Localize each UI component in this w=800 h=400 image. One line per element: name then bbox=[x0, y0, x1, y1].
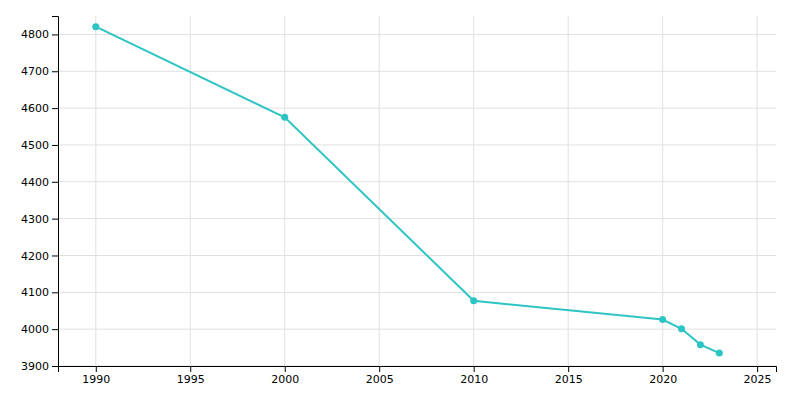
x-tick: 2010 bbox=[460, 366, 488, 386]
x-tick-label: 2000 bbox=[271, 373, 299, 386]
x-tick-label: 2010 bbox=[460, 373, 488, 386]
y-tick-mark bbox=[52, 108, 58, 109]
x-tick-label: 1990 bbox=[82, 373, 110, 386]
y-tick: 4600 bbox=[21, 102, 58, 115]
y-tick-label: 4800 bbox=[21, 28, 49, 41]
y-tick-label: 4200 bbox=[21, 249, 49, 262]
grid-line-x bbox=[284, 16, 285, 366]
grid-line-y bbox=[58, 144, 776, 145]
y-tick-mark bbox=[52, 71, 58, 72]
y-tick: 4700 bbox=[21, 65, 58, 78]
y-axis: 3900 4000 4100 4200 4300 4400 4500 4600 4700 4800 bbox=[21, 17, 59, 374]
y-axis-line bbox=[52, 17, 59, 367]
point bbox=[716, 350, 723, 357]
y-tick-label: 4400 bbox=[21, 176, 49, 189]
x-tick: 2005 bbox=[366, 366, 394, 386]
point bbox=[470, 297, 477, 304]
chart-svg: 1990 1995 2000 2005 2010 2015 2020 2025 3900 4000… bbox=[0, 0, 800, 400]
y-tick-mark bbox=[52, 366, 58, 367]
y-tick: 3900 bbox=[21, 360, 58, 373]
y-tick-mark bbox=[52, 329, 58, 330]
grid-line-y bbox=[58, 108, 776, 109]
x-axis: 1990 1995 2000 2005 2010 2015 2020 2025 bbox=[59, 366, 777, 386]
y-tick: 4300 bbox=[21, 213, 58, 226]
grid-line-x bbox=[757, 16, 758, 366]
grid-line-x bbox=[568, 16, 569, 366]
grid-line-y bbox=[58, 71, 776, 72]
grid-line-x bbox=[473, 16, 474, 366]
y-tick-label: 4000 bbox=[21, 323, 49, 336]
x-tick: 2020 bbox=[649, 366, 677, 386]
x-tick: 2015 bbox=[555, 366, 583, 386]
x-tick-mark bbox=[663, 366, 664, 372]
y-tick-mark bbox=[52, 219, 58, 220]
grid-line-x bbox=[190, 16, 191, 366]
x-tick-mark bbox=[474, 366, 475, 372]
grid bbox=[58, 16, 776, 366]
x-axis-line bbox=[59, 367, 777, 373]
grid-line-x bbox=[95, 16, 96, 366]
grid-line-x bbox=[662, 16, 663, 366]
line bbox=[96, 27, 720, 353]
x-tick: 2000 bbox=[271, 366, 299, 386]
y-tick-label: 4500 bbox=[21, 139, 49, 152]
y-tick-label: 3900 bbox=[21, 360, 49, 373]
x-tick-label: 1995 bbox=[177, 373, 205, 386]
x-tick-label: 2015 bbox=[555, 373, 583, 386]
point bbox=[281, 114, 288, 121]
grid-line-y bbox=[58, 34, 776, 35]
x-tick-mark bbox=[379, 366, 380, 372]
x-tick-mark bbox=[96, 366, 97, 372]
grid-line-y bbox=[58, 329, 776, 330]
y-tick-label: 4300 bbox=[21, 213, 49, 226]
x-tick-label: 2020 bbox=[649, 373, 677, 386]
x-tick: 1990 bbox=[82, 366, 110, 386]
x-tick-label: 2005 bbox=[366, 373, 394, 386]
grid-line-y bbox=[58, 292, 776, 293]
y-tick: 4400 bbox=[21, 176, 58, 189]
plot-area bbox=[92, 23, 723, 356]
point bbox=[659, 316, 666, 323]
y-tick: 4000 bbox=[21, 323, 58, 336]
grid-line-y bbox=[58, 255, 776, 256]
x-tick-mark bbox=[757, 366, 758, 372]
y-tick-mark bbox=[52, 34, 58, 35]
point bbox=[697, 341, 704, 348]
grid-line-x bbox=[379, 16, 380, 366]
point bbox=[92, 23, 99, 30]
y-tick-mark bbox=[52, 292, 58, 293]
x-tick-mark bbox=[285, 366, 286, 372]
y-tick: 4800 bbox=[21, 28, 58, 41]
point bbox=[678, 325, 685, 332]
y-tick-mark bbox=[52, 145, 58, 146]
y-tick: 4200 bbox=[21, 249, 58, 262]
grid-line-y bbox=[58, 218, 776, 219]
y-tick-label: 4600 bbox=[21, 102, 49, 115]
y-tick-label: 4700 bbox=[21, 65, 49, 78]
x-tick: 1995 bbox=[177, 366, 205, 386]
y-tick-label: 4100 bbox=[21, 286, 49, 299]
x-tick-mark bbox=[190, 366, 191, 372]
y-tick: 4100 bbox=[21, 286, 58, 299]
y-tick-mark bbox=[52, 255, 58, 256]
x-tick-label: 2025 bbox=[744, 373, 772, 386]
x-tick-mark bbox=[568, 366, 569, 372]
y-tick: 4500 bbox=[21, 139, 58, 152]
grid-line-y bbox=[58, 181, 776, 182]
x-tick: 2025 bbox=[744, 366, 772, 386]
chart-container: 1990 1995 2000 2005 2010 2015 2020 2025 3900 4000… bbox=[0, 0, 800, 400]
y-tick-mark bbox=[52, 182, 58, 183]
